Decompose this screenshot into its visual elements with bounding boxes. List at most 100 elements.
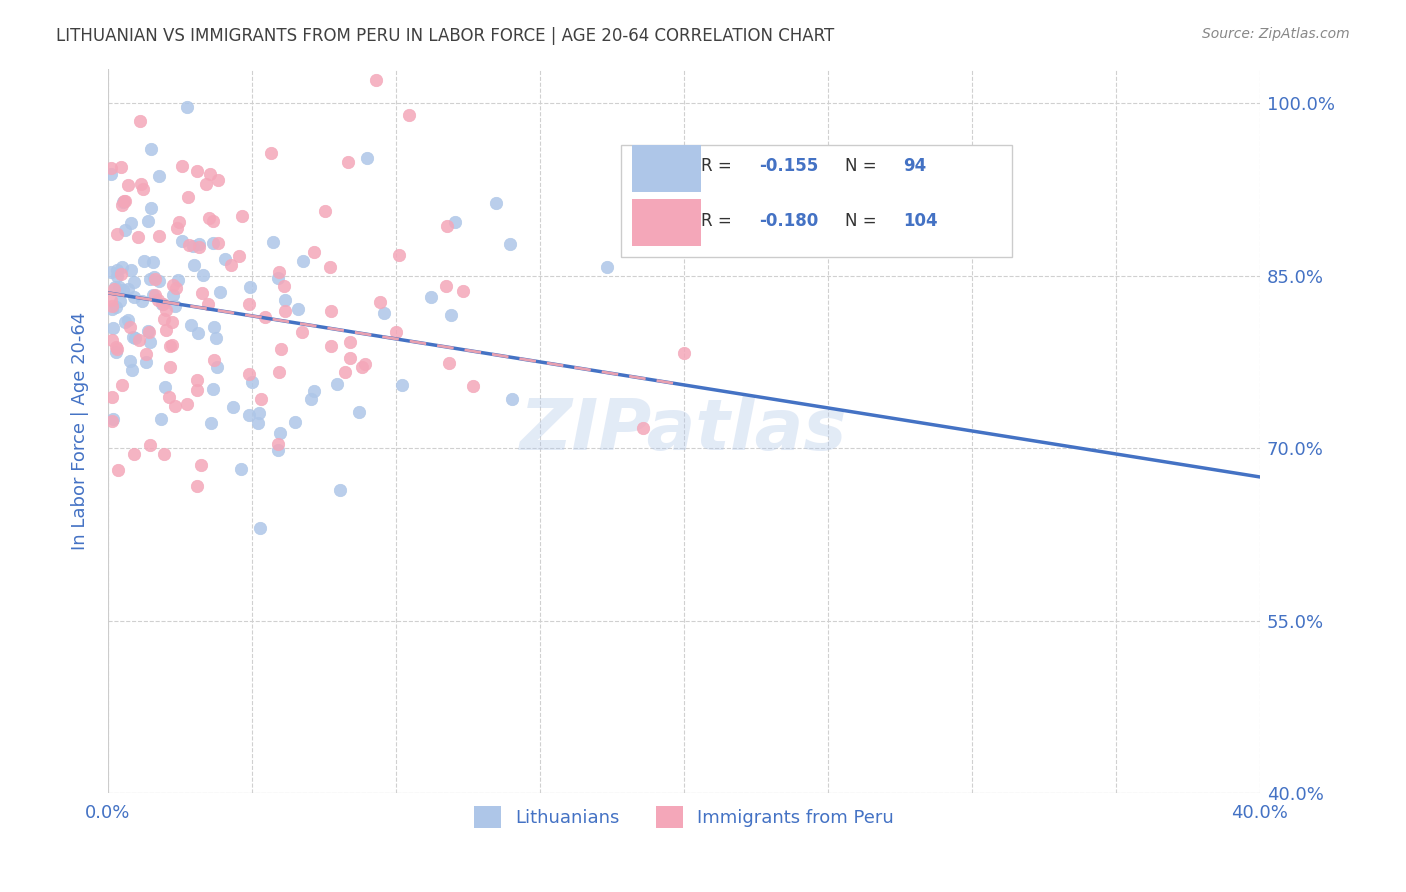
Point bbox=[169, 215, 191, 229]
Point bbox=[187, 326, 209, 341]
Point bbox=[238, 408, 260, 422]
Point bbox=[121, 363, 143, 377]
Point bbox=[111, 377, 134, 392]
Point bbox=[122, 275, 145, 289]
Point bbox=[633, 421, 655, 435]
Point bbox=[136, 324, 159, 338]
Point bbox=[159, 360, 181, 375]
Point bbox=[370, 295, 392, 310]
Point bbox=[291, 254, 314, 268]
Text: -0.180: -0.180 bbox=[759, 211, 818, 230]
Point bbox=[420, 290, 443, 304]
Point bbox=[262, 235, 284, 249]
Point bbox=[172, 159, 194, 173]
Point bbox=[207, 235, 229, 250]
Point bbox=[439, 308, 461, 322]
Point bbox=[100, 265, 122, 279]
Point bbox=[274, 303, 297, 318]
Point bbox=[132, 182, 155, 196]
Point bbox=[104, 279, 127, 293]
Point bbox=[104, 344, 127, 359]
Point bbox=[160, 315, 183, 329]
Point bbox=[149, 412, 172, 426]
Point bbox=[434, 279, 457, 293]
Point bbox=[485, 196, 508, 211]
Point bbox=[136, 214, 159, 228]
Text: R =: R = bbox=[702, 211, 733, 230]
Point bbox=[499, 237, 522, 252]
Point bbox=[105, 340, 128, 354]
Point bbox=[200, 417, 222, 431]
Point bbox=[100, 390, 122, 404]
Point bbox=[170, 234, 193, 248]
Point bbox=[202, 320, 225, 334]
Point bbox=[138, 325, 160, 339]
Point bbox=[335, 365, 357, 379]
Point bbox=[100, 161, 122, 175]
Point bbox=[339, 334, 361, 349]
Point bbox=[177, 237, 200, 252]
Point bbox=[219, 258, 242, 272]
Point bbox=[142, 255, 165, 269]
Point bbox=[186, 384, 208, 398]
Point bbox=[105, 268, 128, 283]
Point bbox=[103, 411, 125, 425]
Point bbox=[501, 392, 523, 406]
Point bbox=[247, 416, 270, 430]
Point bbox=[274, 293, 297, 308]
Point bbox=[139, 272, 162, 286]
Point bbox=[110, 160, 132, 174]
Point bbox=[202, 236, 225, 251]
Point bbox=[118, 354, 141, 368]
Text: R =: R = bbox=[702, 157, 733, 176]
Point bbox=[238, 297, 260, 311]
Point bbox=[152, 297, 174, 311]
Point bbox=[269, 426, 291, 441]
Text: 104: 104 bbox=[903, 211, 938, 230]
Point bbox=[353, 357, 375, 371]
Point bbox=[176, 100, 198, 114]
Point bbox=[150, 297, 173, 311]
Point bbox=[373, 306, 395, 320]
Point bbox=[190, 458, 212, 472]
Point bbox=[166, 221, 188, 235]
Point bbox=[114, 223, 136, 237]
Point bbox=[364, 73, 387, 87]
Point bbox=[148, 169, 170, 183]
Point bbox=[155, 302, 177, 317]
Point bbox=[163, 399, 186, 413]
Point bbox=[326, 377, 349, 392]
Point bbox=[299, 392, 322, 407]
Point bbox=[443, 215, 465, 229]
Point bbox=[101, 414, 124, 428]
FancyBboxPatch shape bbox=[633, 199, 702, 246]
Point bbox=[162, 278, 184, 293]
Point bbox=[112, 194, 135, 209]
Point bbox=[249, 521, 271, 535]
Point bbox=[238, 367, 260, 381]
Point bbox=[385, 326, 408, 340]
Point bbox=[214, 252, 236, 266]
Point bbox=[139, 335, 162, 350]
Point bbox=[198, 168, 221, 182]
Point bbox=[124, 331, 146, 345]
Point bbox=[105, 263, 128, 277]
Point bbox=[202, 213, 225, 227]
Point bbox=[114, 194, 136, 209]
Point bbox=[143, 287, 166, 301]
Point bbox=[436, 219, 458, 233]
Point bbox=[398, 108, 420, 122]
Point bbox=[181, 239, 204, 253]
Point bbox=[111, 194, 134, 209]
Point bbox=[197, 211, 219, 226]
Point bbox=[101, 333, 124, 347]
Point bbox=[176, 397, 198, 411]
Text: Source: ZipAtlas.com: Source: ZipAtlas.com bbox=[1202, 27, 1350, 41]
Point bbox=[138, 438, 160, 452]
Point bbox=[349, 404, 371, 418]
Point bbox=[284, 415, 307, 429]
Point bbox=[672, 346, 695, 360]
Point bbox=[188, 236, 211, 251]
Point bbox=[231, 209, 253, 223]
Text: N =: N = bbox=[845, 211, 877, 230]
